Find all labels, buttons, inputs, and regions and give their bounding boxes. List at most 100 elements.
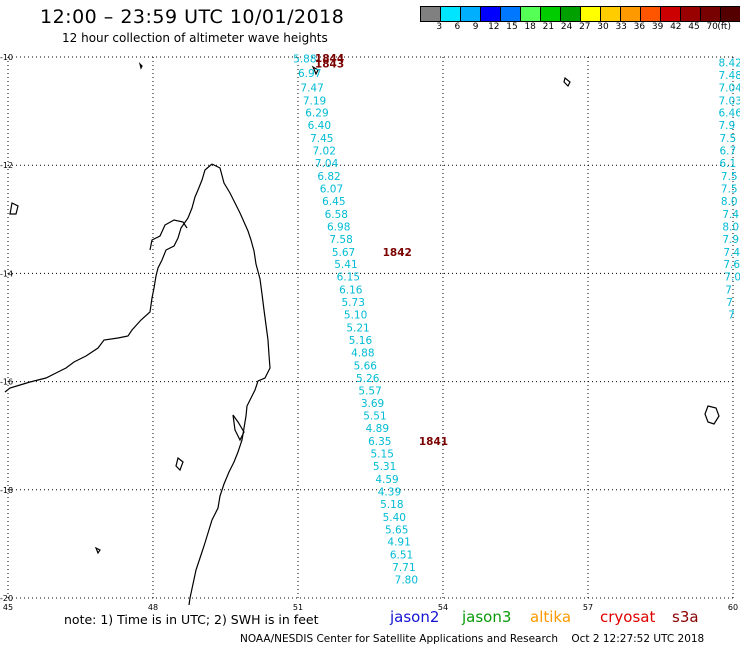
scale-label: 18 (524, 22, 536, 32)
scale-label: 70 (706, 22, 718, 32)
scale-label: 24 (560, 22, 573, 32)
wave-height-color-scale (420, 6, 740, 22)
scale-label: (ft) (717, 22, 731, 32)
pass-number-label: 1842 (383, 247, 412, 259)
swh-value: 5.18 (380, 499, 403, 511)
swh-value: 6.97 (298, 68, 321, 80)
map-grid (7, 56, 734, 599)
y-tick-label: -20 (0, 594, 13, 603)
pass-number-label: 1844 (315, 53, 344, 65)
swh-value: 4.91 (387, 537, 410, 549)
madagascar-coastline (188, 163, 271, 606)
swh-value: 5.16 (349, 335, 373, 347)
page-title: 12:00 – 23:59 UTC 10/01/2018 (40, 6, 345, 28)
scale-label: 42 (670, 22, 682, 32)
swh-value: 6.98 (327, 221, 350, 233)
swh-value: 7.71 (392, 562, 415, 574)
altimeter-track-east: 8.427.487.047.036.467.97.56.76.17.57.58.… (719, 57, 740, 321)
coastline (4, 62, 720, 606)
swh-value: 6.15 (337, 272, 360, 284)
swh-value: 7.04 (719, 82, 740, 94)
swh-value: 6.1 (719, 158, 736, 170)
swh-value: 5.31 (373, 461, 396, 473)
satellite-legend-jason2: jason2 (390, 608, 440, 626)
altimeter-map: 45 48 51 54 57 60 -10 -12 -14 -16 -18 -20 5.88 6.97 7… (0, 53, 740, 610)
small-east-island (563, 76, 571, 88)
swh-value: 7.5 (721, 171, 738, 183)
scale-label: 3 (436, 22, 443, 32)
swh-value: 4.59 (375, 474, 398, 486)
swh-value: 6.58 (325, 209, 348, 221)
satellite-legend-cryosat: cryosat (600, 608, 656, 626)
madagascar-west-coast (4, 163, 213, 393)
swh-value: 6.16 (339, 285, 363, 297)
scale-label: 30 (597, 22, 609, 32)
swh-value: 7.58 (329, 234, 352, 246)
pass-number-label: 1843 (315, 58, 344, 70)
satellite-legend-s3a: s3a (672, 608, 699, 626)
swh-value: 7.48 (719, 70, 740, 82)
swh-value: 7 (725, 285, 732, 297)
x-tick-label: 57 (583, 603, 593, 610)
scale-label: 33 (615, 22, 627, 32)
sw-islet (175, 456, 184, 472)
swh-value: 7.4 (723, 247, 740, 259)
pass-number-label: 1841 (419, 436, 448, 448)
bay-inlet (149, 219, 188, 251)
x-tick-label: 45 (3, 603, 13, 610)
swh-value: 6.45 (322, 196, 345, 208)
axis-tick-labels: 45 48 51 54 57 60 -10 -12 -14 -16 -18 -20 (0, 53, 738, 610)
swh-value: 5.41 (334, 259, 357, 271)
swh-value: 5.21 (346, 323, 369, 335)
x-tick-label: 51 (293, 603, 303, 610)
swh-value: 5.66 (354, 360, 378, 372)
credit-text: NOAA/NESDIS Center for Satellite Applica… (240, 633, 558, 645)
altimeter-track-main: 5.88 6.97 7.477.196.296.407.457.027.046.82… (293, 54, 418, 587)
swh-value: 6.46 (719, 108, 740, 120)
scale-label: 9 (472, 22, 479, 32)
swh-value: 8.0 (722, 221, 739, 233)
scale-label: 45 (688, 22, 700, 32)
scale-label: 39 (651, 22, 664, 32)
swh-value: 6.40 (308, 120, 331, 132)
swh-value: 7.9 (719, 120, 736, 132)
wave-height-scale-labels: 3 6 9 12 15 18 21 24 27 30 33 36 39 42 45 70 (ft) (421, 22, 740, 34)
swh-value: 5.65 (385, 524, 408, 536)
swh-value: 5.88 (293, 54, 316, 66)
swh-value: 7.04 (315, 158, 339, 170)
credit-line: NOAA/NESDIS Center for Satellite Applica… (240, 633, 704, 645)
swh-value: 6.7 (719, 146, 736, 158)
generated-timestamp: Oct 2 12:27:52 UTC 2018 (571, 633, 705, 645)
swh-value: 5.73 (342, 297, 365, 309)
scale-label: 12 (488, 22, 500, 32)
reunion-mauritius-island (704, 405, 720, 425)
y-tick-label: -12 (0, 161, 13, 170)
swh-value: 6.82 (317, 171, 340, 183)
swh-value: 7 (726, 297, 733, 309)
tiny-island-2 (138, 62, 143, 70)
swh-value: 7.02 (313, 146, 336, 158)
swh-value: 7.19 (303, 95, 326, 107)
swh-value: 7.47 (300, 82, 323, 94)
swh-value: 6.07 (320, 183, 343, 195)
swh-value: 7.45 (310, 133, 333, 145)
swh-value: 7.5 (721, 183, 738, 195)
x-tick-label: 48 (148, 603, 158, 610)
swh-value: 5.57 (358, 385, 381, 397)
swh-value: 7.6 (723, 259, 740, 271)
swh-value: 7.80 (395, 575, 418, 587)
scale-label: 15 (506, 22, 518, 32)
southwest-islet (94, 546, 101, 555)
swh-value: 5.40 (383, 512, 406, 524)
swh-value: 6.51 (390, 550, 413, 562)
x-tick-label: 54 (438, 603, 448, 610)
y-tick-label: -18 (0, 486, 13, 495)
scale-swatch (720, 6, 740, 22)
swh-value: 6.29 (305, 108, 328, 120)
swh-value: 4.39 (378, 486, 401, 498)
satellite-legend-jason3: jason3 (462, 608, 512, 626)
swh-value: 7.0 (724, 272, 740, 284)
swh-value: 7.03 (719, 95, 740, 107)
swh-value: 7.5 (719, 133, 736, 145)
scale-label: 36 (633, 22, 646, 32)
